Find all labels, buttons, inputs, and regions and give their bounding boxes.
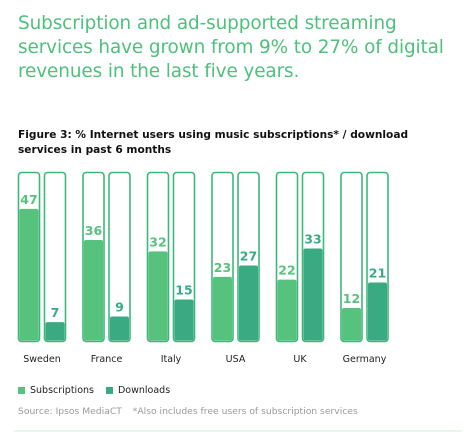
- category-label: France: [91, 354, 123, 365]
- bar-subscriptions: [148, 251, 168, 341]
- legend: Subscriptions Downloads: [18, 385, 170, 396]
- category-label: Italy: [161, 354, 182, 365]
- data-label-downloads: 9: [115, 300, 124, 315]
- data-label-downloads: 33: [304, 232, 321, 247]
- data-label-subscriptions: 32: [149, 234, 166, 249]
- bar-downloads: [45, 322, 65, 341]
- bar-downloads: [303, 248, 323, 341]
- data-label-downloads: 15: [175, 283, 192, 298]
- bar-subscriptions: [84, 240, 103, 341]
- category-label: UK: [293, 354, 307, 365]
- legend-swatch-downloads: [105, 387, 113, 394]
- source-text: Source: Ipsos MediaCT: [18, 406, 122, 417]
- column-outline-downloads: [43, 171, 67, 343]
- bar-subscriptions: [342, 308, 361, 341]
- column-outline-subscriptions: [340, 171, 363, 343]
- column-outline-downloads: [108, 171, 131, 343]
- bar-downloads: [368, 282, 387, 341]
- data-label-subscriptions: 47: [20, 192, 37, 207]
- data-label-downloads: 21: [369, 266, 386, 281]
- category-label: Sweden: [23, 354, 61, 365]
- data-label-subscriptions: 23: [214, 260, 231, 275]
- legend-label-subscriptions: Subscriptions: [30, 385, 94, 396]
- bar-chart: 47 7 Sweden 36 9 France 32 15 Italy 23 27 USA 22 33 UK…: [17, 171, 389, 365]
- category-label: USA: [226, 354, 246, 365]
- headline: Subscription and ad-supported streaming …: [18, 13, 444, 82]
- footnote-text: *Also includes free users of subscriptio…: [132, 406, 358, 417]
- source-note: Source: Ipsos MediaCT *Also includes fre…: [18, 406, 358, 417]
- data-label-downloads: 27: [240, 249, 257, 264]
- bar-subscriptions: [19, 208, 39, 341]
- figure-title: Figure 3: % Internet users using music s…: [18, 129, 409, 156]
- legend-label-downloads: Downloads: [117, 385, 171, 396]
- bar-subscriptions: [213, 276, 232, 341]
- data-label-downloads: 7: [51, 305, 60, 320]
- category-label: Germany: [343, 354, 387, 365]
- legend-item-downloads: Downloads: [105, 385, 171, 396]
- bar-downloads: [110, 316, 129, 341]
- data-label-subscriptions: 22: [278, 263, 295, 278]
- bottom-rule: [14, 430, 462, 432]
- data-label-subscriptions: 36: [85, 223, 103, 238]
- legend-swatch-subscriptions: [18, 387, 25, 394]
- bar-downloads: [239, 265, 258, 341]
- column-outline-downloads: [172, 171, 196, 343]
- data-label-subscriptions: 12: [343, 291, 360, 306]
- legend-item-subscriptions: Subscriptions: [18, 385, 94, 396]
- bar-subscriptions: [277, 279, 297, 341]
- bar-downloads: [174, 299, 194, 341]
